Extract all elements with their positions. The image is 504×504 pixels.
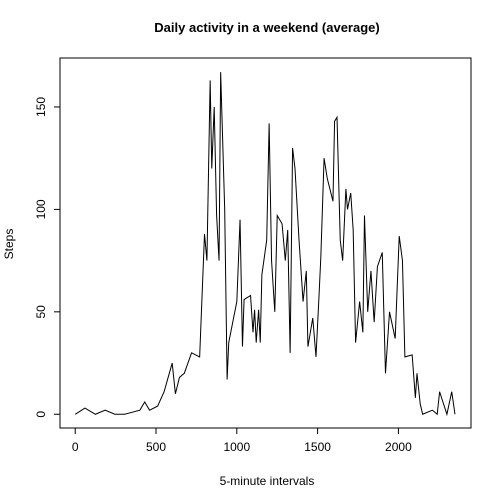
- chart-title: Daily activity in a weekend (average): [154, 20, 379, 35]
- x-tick-label: 500: [146, 440, 166, 454]
- plot-box: [59, 57, 472, 429]
- x-tick-label: 2000: [385, 440, 412, 454]
- line-series: [74, 72, 456, 417]
- x-tick-label: 1000: [223, 440, 250, 454]
- x-tick-label: 0: [72, 440, 79, 454]
- y-tick-label: 100: [34, 199, 48, 219]
- x-tick-label: 1500: [304, 440, 331, 454]
- y-tick-label: 150: [34, 97, 48, 117]
- y-tick-label: 0: [34, 411, 48, 418]
- y-axis-label: Steps: [2, 229, 16, 260]
- x-axis-label: 5-minute intervals: [220, 474, 315, 488]
- y-tick-label: 50: [34, 305, 48, 319]
